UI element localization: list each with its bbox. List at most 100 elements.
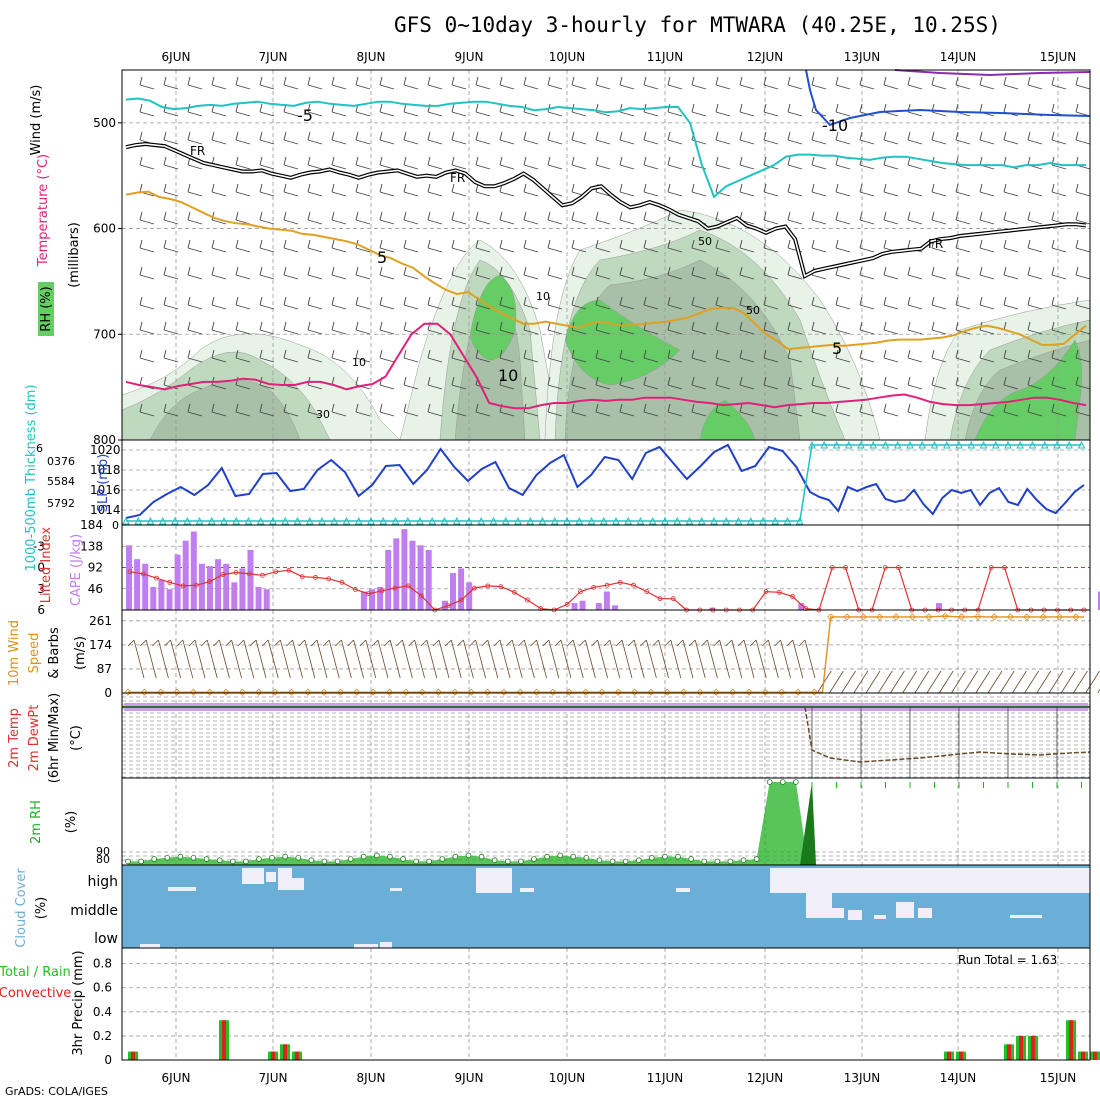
wind-barb [547, 76, 563, 90]
wind-barb [259, 403, 275, 417]
wind-barb [931, 131, 947, 145]
wind-barb [493, 639, 511, 679]
wind-barb [1027, 296, 1043, 310]
wind-barb [566, 639, 584, 679]
wind-barb [907, 183, 923, 197]
wind-barb [331, 103, 347, 117]
cape-bar [441, 600, 448, 610]
wind-speed-marker [598, 688, 606, 696]
wind-speed-marker [778, 688, 786, 696]
wind-barb [811, 76, 827, 90]
wind-barb [403, 266, 419, 280]
wind-barb [475, 349, 491, 363]
wind-tick-label: 261 [89, 614, 112, 628]
wind-barb [475, 211, 491, 225]
wind-barb [379, 76, 395, 90]
wind-barb [1027, 376, 1043, 390]
wind-barb [457, 639, 474, 679]
wind-barb [403, 403, 419, 417]
wind-barb [139, 239, 155, 253]
rh2m-marker [465, 852, 472, 859]
wind-barb [1051, 131, 1067, 145]
bottom-date-label: 11JUN [647, 1071, 684, 1085]
wind-barb [595, 131, 611, 145]
wind-barb [307, 296, 323, 310]
thickness-marker [171, 516, 179, 525]
thickness-marker [416, 516, 424, 525]
temp2m-panel: 2m Temp 2m DewPt (6hr Min/Max) (°C) [7, 692, 1091, 783]
wind-barb [907, 131, 923, 145]
wind-speed-marker [761, 688, 769, 696]
cape-bar [595, 603, 602, 610]
wind-barb [403, 131, 419, 145]
wind-barb [931, 376, 947, 390]
lifted-index-marker [326, 576, 332, 582]
precip-convective-bar [959, 1051, 963, 1060]
wind-barb [163, 183, 179, 197]
rh2m-marker [452, 853, 459, 860]
precip-convective-bar [283, 1044, 287, 1060]
wind-barb [619, 211, 635, 225]
wind-barb [811, 403, 827, 417]
wind-barb [979, 296, 995, 310]
thickness-marker [942, 440, 951, 449]
wind-barb [739, 103, 755, 117]
rh2m-spike [800, 782, 816, 865]
freezing-level-contour-inner [125, 143, 1087, 278]
wind10m-panel: 0 87 174 261 10m Wind Speed & Barbs (m/s) [7, 609, 1100, 700]
rh2m-marker [649, 854, 655, 861]
wind-barb [427, 296, 443, 310]
wind-barb [213, 639, 230, 679]
wind-barb [715, 403, 731, 417]
wind-barb [739, 376, 755, 390]
wind-barb [176, 639, 194, 679]
wind-speed-marker [189, 688, 197, 696]
thickness-marker [636, 516, 645, 525]
wind-barb [379, 103, 395, 117]
thickness-marker [759, 516, 767, 525]
cloud-patch [292, 878, 304, 890]
wind-barb [907, 76, 923, 90]
wind-speed-marker [369, 688, 377, 696]
y-label-cloud-unit: (%) [34, 897, 49, 920]
wind-barb [787, 183, 803, 197]
wind-barb [1051, 266, 1067, 280]
wind-barb [1027, 349, 1043, 363]
thickness-marker [930, 440, 939, 449]
wind-barb [235, 403, 251, 417]
wind-barb [475, 321, 491, 335]
wind-barb [859, 76, 875, 90]
wind-barb [523, 76, 539, 90]
wind-barb [163, 76, 179, 90]
wind-barb [331, 211, 347, 225]
wind-speed-marker [238, 688, 246, 696]
wind-barb [579, 639, 596, 679]
thickness-marker [722, 516, 731, 525]
wind-barb [1075, 183, 1091, 197]
thickness-marker [599, 516, 608, 525]
lifted-index-marker [525, 597, 530, 603]
wind-barb [379, 131, 395, 145]
wind-barb [1027, 131, 1043, 145]
thickness-marker [526, 516, 535, 525]
cape-bar [425, 549, 432, 610]
wind-barb [859, 211, 875, 225]
rh2m-marker [740, 857, 747, 863]
wind-barb [1075, 131, 1091, 145]
lifted-index-marker [273, 569, 279, 575]
lifted-index-marker [604, 582, 610, 588]
wind-barb [979, 349, 995, 363]
thickness-marker [820, 440, 829, 449]
wind-barb [355, 211, 371, 225]
wind-barb [1075, 156, 1091, 170]
wind-barb [475, 239, 491, 253]
rh2m-marker [544, 853, 550, 860]
wind-barb [615, 639, 633, 679]
wind-speed-marker [255, 688, 263, 696]
wind-barb [523, 376, 539, 390]
wind-barb [475, 131, 491, 145]
lifted-index-marker [631, 582, 636, 588]
lifted-index-marker [127, 569, 133, 575]
wind-speed-marker [467, 688, 475, 696]
rh2m-marker [164, 854, 171, 861]
